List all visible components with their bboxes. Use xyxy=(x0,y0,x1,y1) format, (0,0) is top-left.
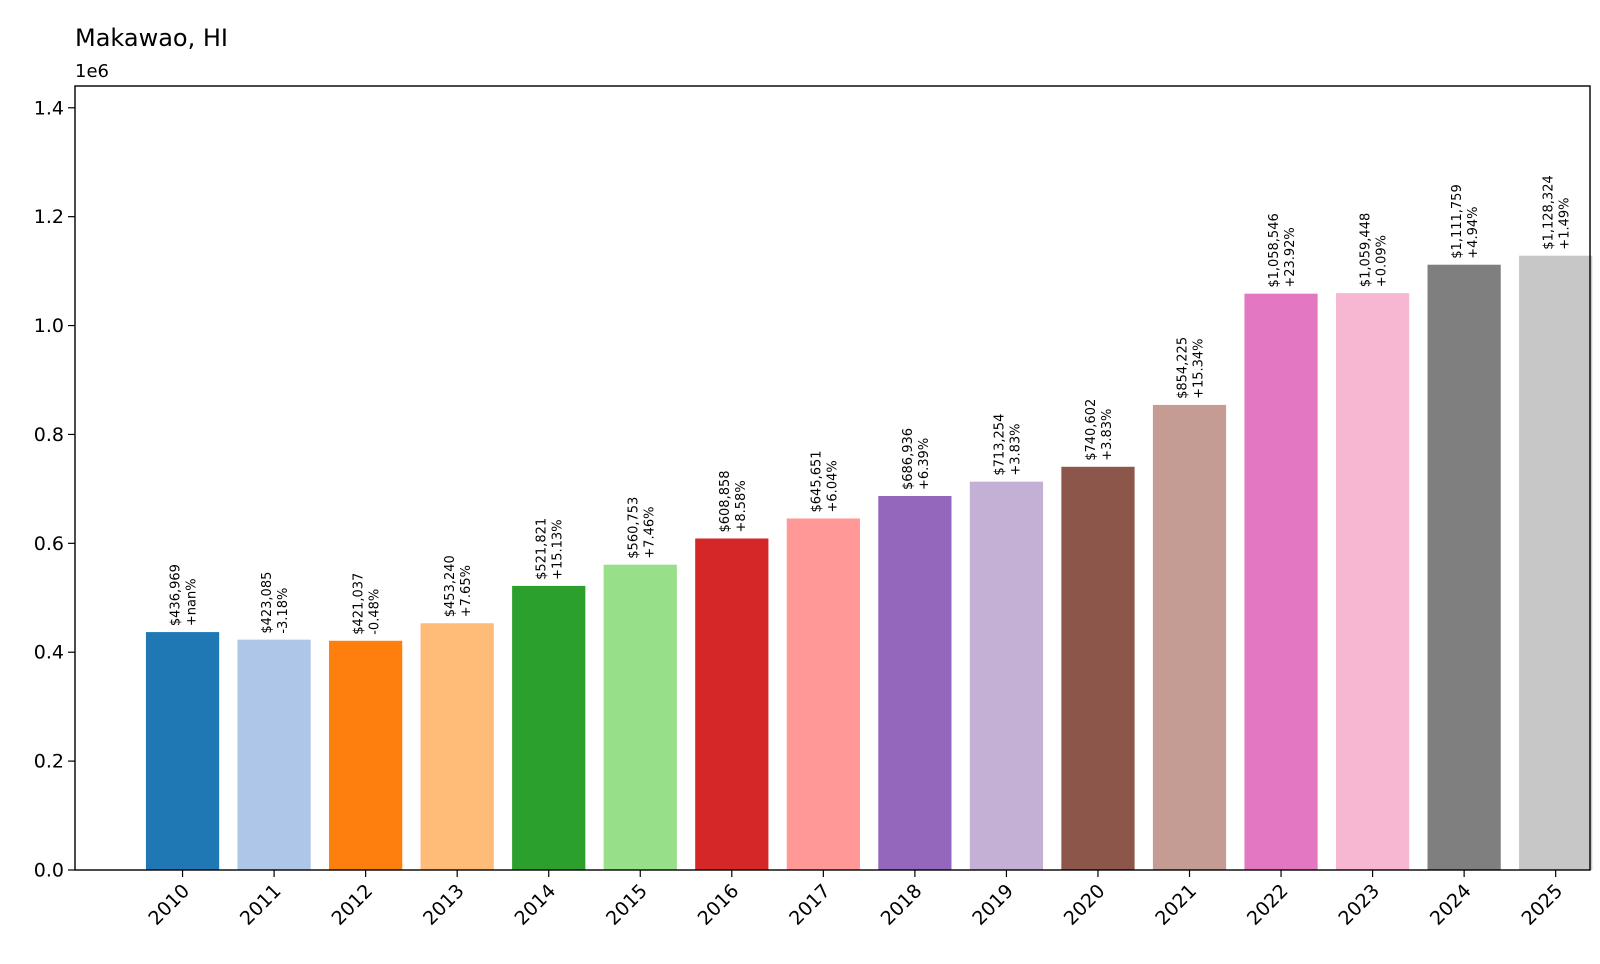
bar-2014 xyxy=(512,585,586,870)
bar-2024 xyxy=(1427,264,1501,871)
x-tick-label: 2023 xyxy=(1334,880,1384,930)
x-tick-label: 2017 xyxy=(785,880,835,930)
bar-value-label: $740,602 xyxy=(1084,399,1099,461)
x-tick-label: 2016 xyxy=(694,880,744,930)
bar-change-label: +nan% xyxy=(185,578,200,626)
bar-change-label: +6.39% xyxy=(917,438,932,490)
bar-2018 xyxy=(878,496,952,870)
bar-value-label: $1,128,324 xyxy=(1542,175,1557,249)
bar-value-label: $1,058,546 xyxy=(1267,213,1282,287)
bar-value-label: $1,111,759 xyxy=(1450,184,1465,258)
x-tick-label: 2022 xyxy=(1243,880,1293,930)
bar-2013 xyxy=(420,623,494,870)
bar-change-label: +7.46% xyxy=(642,506,657,558)
y-tick-label: 1.4 xyxy=(34,97,64,119)
y-tick-label: 0.0 xyxy=(34,860,64,882)
bar-change-label: +3.83% xyxy=(1100,409,1115,461)
bar-2025 xyxy=(1519,255,1593,870)
x-tick-label: 2021 xyxy=(1151,880,1201,930)
bar-value-label: $686,936 xyxy=(901,428,916,490)
chart-title: Makawao, HI xyxy=(75,24,228,52)
bar-change-label: +8.58% xyxy=(734,480,749,532)
y-axis-offset-label: 1e6 xyxy=(75,61,109,82)
bar-change-label: +1.49% xyxy=(1558,197,1573,249)
bar-value-label: $521,821 xyxy=(535,518,550,580)
bar-change-label: +7.65% xyxy=(459,565,474,617)
y-tick-label: 0.8 xyxy=(34,424,64,446)
bar-change-label: +3.83% xyxy=(1008,423,1023,475)
y-tick-label: 1.2 xyxy=(34,206,64,228)
x-tick-label: 2011 xyxy=(236,880,286,930)
bar-change-label: +4.94% xyxy=(1466,207,1481,259)
axes-frame xyxy=(74,85,1591,871)
bar-2023 xyxy=(1335,293,1410,870)
bar-value-label: $436,969 xyxy=(169,564,184,626)
x-tick-label: 2013 xyxy=(419,880,469,930)
y-tick-label: 0.2 xyxy=(34,751,64,773)
y-tick-label: 0.4 xyxy=(34,642,64,664)
x-tick-label: 2012 xyxy=(327,880,377,930)
bar-value-label: $560,753 xyxy=(626,497,641,559)
plot-area: $436,969 +nan% 2010 $423,085 -3.18% 2011 $421,… xyxy=(34,85,1593,930)
bar-2022 xyxy=(1244,293,1318,870)
x-tick-label: 2010 xyxy=(144,880,194,930)
bar-2010 xyxy=(145,632,220,870)
bar-value-label: $1,059,448 xyxy=(1359,213,1374,287)
bar-change-label: +23.92% xyxy=(1283,227,1298,287)
bar-value-label: $713,254 xyxy=(992,414,1007,476)
bar-value-label: $608,858 xyxy=(718,470,733,532)
bar-2020 xyxy=(1061,466,1135,870)
bar-2019 xyxy=(969,481,1044,870)
bar-2017 xyxy=(786,518,860,870)
x-tick-label: 2019 xyxy=(968,880,1018,930)
bar-change-label: +15.13% xyxy=(551,519,566,579)
x-tick-label: 2024 xyxy=(1426,880,1476,930)
bar-value-label: $453,240 xyxy=(443,555,458,617)
bar-value-label: $423,085 xyxy=(260,572,275,634)
bar-change-label: -3.18% xyxy=(276,588,291,634)
bar-value-label: $421,037 xyxy=(352,573,367,635)
bar-change-label: +6.04% xyxy=(825,460,840,512)
y-tick-label: 1.0 xyxy=(34,315,64,337)
x-tick-label: 2018 xyxy=(877,880,927,930)
x-tick-label: 2025 xyxy=(1517,880,1567,930)
x-tick-label: 2020 xyxy=(1060,880,1110,930)
bar-change-label: +0.09% xyxy=(1375,235,1390,287)
y-tick-label: 0.6 xyxy=(34,533,64,555)
x-tick-label: 2015 xyxy=(602,880,652,930)
bar-2016 xyxy=(695,538,769,870)
bar-value-label: $645,651 xyxy=(809,450,824,512)
bar-2011 xyxy=(237,639,311,870)
bar-2015 xyxy=(603,564,677,870)
x-tick-label: 2014 xyxy=(511,880,561,930)
bar-2012 xyxy=(329,640,403,870)
bar-change-label: -0.48% xyxy=(368,589,383,635)
bar-2021 xyxy=(1152,404,1227,870)
bar-change-label: +15.34% xyxy=(1192,338,1207,398)
bar-value-label: $854,225 xyxy=(1176,337,1191,399)
